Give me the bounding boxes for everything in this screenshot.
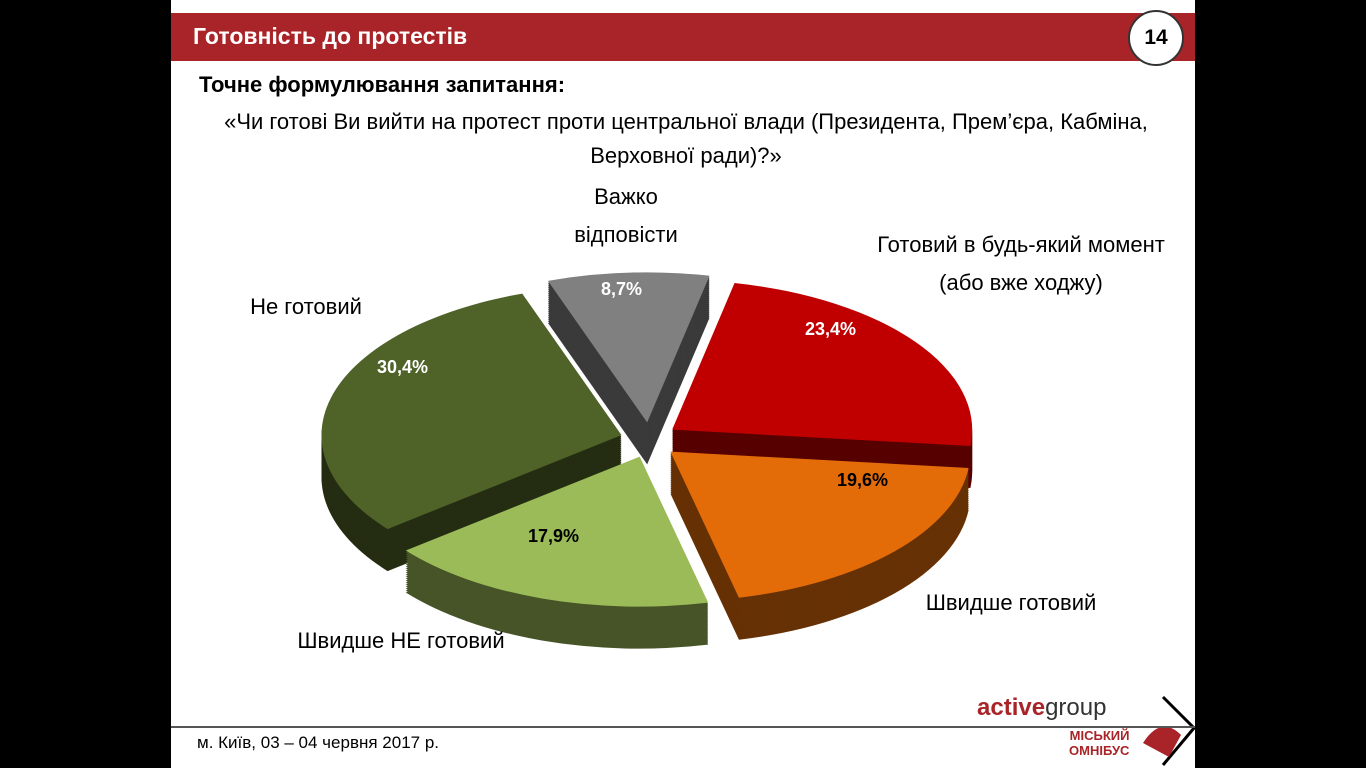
pie-slice-1 (670, 451, 969, 598)
title-bar: Готовність до протестів (171, 13, 1195, 61)
footer-divider (171, 726, 1195, 728)
value-label-3: 30,4% (377, 357, 429, 377)
brand-rest: group (1045, 694, 1107, 721)
category-label-4: Важко відповісти (574, 184, 678, 247)
category-label-2: Швидше НЕ готовий (297, 628, 505, 653)
category-label-3: Не готовий (250, 294, 362, 319)
slide-title: Готовність до протестів (193, 23, 468, 49)
brand-bold: active (977, 694, 1046, 721)
category-label-1: Швидше готовий (925, 590, 1097, 615)
brand-logo: activegroup (977, 694, 1106, 722)
footer-location-date: м. Київ, 03 – 04 червня 2017 р. (197, 733, 440, 752)
pie-slice-2 (405, 456, 709, 607)
omnibus-logo-text: МІСЬКИЙ ОМНІБУС (1069, 728, 1129, 758)
question-heading: Точне формулювання запитання: (199, 72, 566, 97)
pie-slice-3 (321, 293, 622, 530)
slide: Готовність до протестів 14 Точне формулю… (171, 0, 1196, 768)
value-label-4: 8,7% (601, 279, 643, 299)
logo-line-1: МІСЬКИЙ (1069, 728, 1130, 743)
pie-chart (321, 272, 973, 649)
value-label-2: 17,9% (528, 526, 580, 546)
page-number: 14 (1128, 10, 1184, 66)
value-label-0: 23,4% (805, 319, 857, 339)
pie-slice-4 (547, 272, 710, 423)
pie-slice-0 (672, 282, 973, 446)
value-label-1: 19,6% (837, 470, 889, 490)
category-label-0: Готовий в будь-який момент (або вже ходж… (877, 232, 1165, 295)
omnibus-logo-icon (1143, 695, 1196, 766)
logo-line-2: ОМНІБУС (1069, 743, 1130, 758)
question-text: «Чи готові Ви вийти на протест проти цен… (224, 109, 1148, 168)
